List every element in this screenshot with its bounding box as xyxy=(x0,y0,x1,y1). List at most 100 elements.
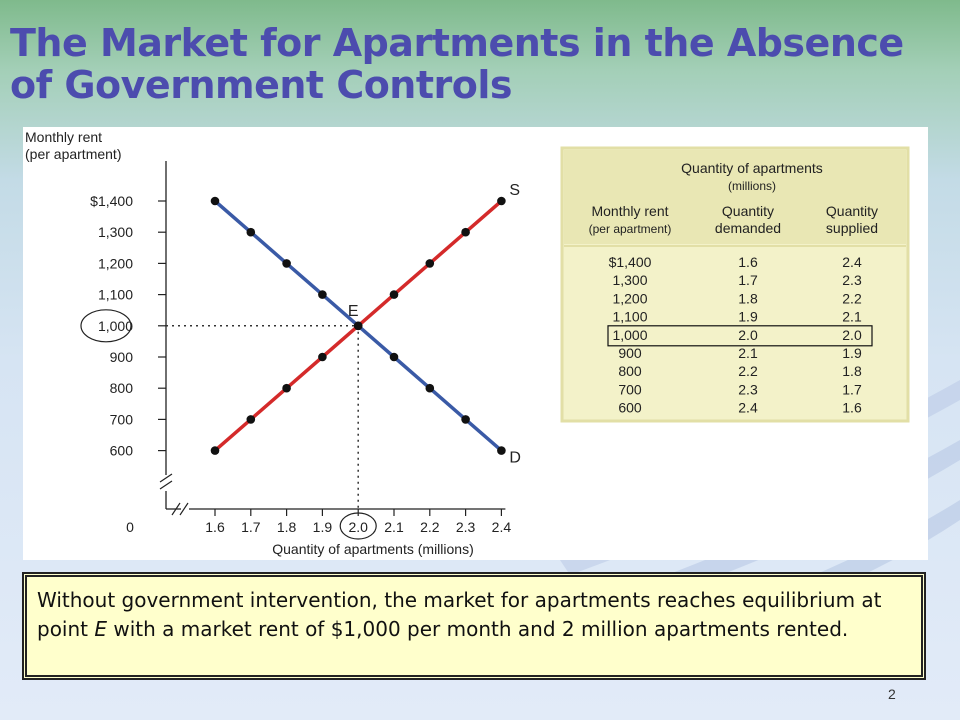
table-cell: 1.9 xyxy=(738,309,758,325)
table-cell: 700 xyxy=(618,381,642,397)
table-header-band xyxy=(564,150,906,244)
table-row: 700 2.3 1.7 xyxy=(618,381,862,397)
x-tick-label: 2.3 xyxy=(456,519,476,535)
table-cell: 2.3 xyxy=(842,272,862,288)
slide-title-line1: The Market for Apartments in the Absence xyxy=(10,21,904,65)
supply-point xyxy=(461,227,470,237)
table-cell: 2.4 xyxy=(738,400,758,416)
supply-point xyxy=(318,352,327,362)
table-cell: 1.6 xyxy=(842,400,862,416)
y-tick-label: 800 xyxy=(110,380,134,396)
x-tick-label: 2.4 xyxy=(492,519,512,535)
table-row: 800 2.2 1.8 xyxy=(618,363,862,379)
table-cell: 1.8 xyxy=(738,290,758,306)
y-tick-label: 1,000 xyxy=(98,318,133,334)
x-tick-label: 1.8 xyxy=(277,519,297,535)
table-cell: 1,200 xyxy=(612,290,647,306)
table-cell: 2.0 xyxy=(842,327,862,343)
x-tick-highlight-circle xyxy=(339,512,377,540)
demand-point xyxy=(425,383,435,393)
table-cell: 1.8 xyxy=(842,363,862,379)
demand-point xyxy=(461,415,470,424)
y-axis-title-line2: (per apartment) xyxy=(25,146,121,162)
slide-title: The Market for Apartments in the Absence… xyxy=(10,22,950,106)
x-tick-label: 1.9 xyxy=(313,519,333,535)
caption-box: Without government intervention, the mar… xyxy=(22,572,926,680)
page-number: 2 xyxy=(888,686,896,702)
axes: 600 700 800 900 1,000 1,100 1,200 1,300 $1,400 1.… xyxy=(80,161,512,540)
x-tick-label: 2.1 xyxy=(384,519,404,535)
table-col-demanded-line2: demanded xyxy=(715,220,781,236)
table-cell: 2.3 xyxy=(738,381,758,397)
table-cell: 600 xyxy=(618,400,642,416)
supply-point xyxy=(210,446,220,455)
table-row: 1,100 1.9 2.1 xyxy=(612,309,861,325)
y-tick-label: $1,400 xyxy=(90,193,133,209)
caption-text-2: with a market rent of $1,000 per month a… xyxy=(107,617,849,641)
equilibrium-label: E xyxy=(348,303,359,320)
equilibrium-guides xyxy=(166,325,359,509)
supply-point xyxy=(497,196,506,206)
table-cell: 1,100 xyxy=(612,309,647,325)
table-col-supplied-line2: supplied xyxy=(826,220,878,236)
table-cell: $1,400 xyxy=(609,254,652,270)
x-tick-label: 1.7 xyxy=(241,519,261,535)
demand-point xyxy=(318,290,327,299)
table-cell: 1.7 xyxy=(842,381,862,397)
y-tick-label: 700 xyxy=(110,411,134,427)
demand-point xyxy=(210,196,220,206)
table-cell: 800 xyxy=(618,363,642,379)
table-cell: 2.2 xyxy=(842,290,862,306)
schedule-table: Quantity of apartments (millions) Monthl… xyxy=(560,146,910,423)
table-cell: 2.4 xyxy=(842,254,862,270)
caption-text-1: Without government intervention, the mar… xyxy=(37,588,882,641)
table-row: $1,400 1.6 2.4 xyxy=(609,254,862,270)
x-axis-break-mark xyxy=(171,502,189,516)
table-cell: 2.1 xyxy=(738,345,758,361)
table-highlight-box xyxy=(607,325,873,347)
supply-point xyxy=(246,415,256,424)
table-cell: 2.2 xyxy=(738,363,758,379)
x-tick-label: 1.6 xyxy=(205,519,225,535)
demand-point xyxy=(389,352,399,362)
x-axis-title: Quantity of apartments (millions) xyxy=(272,541,474,557)
y-tick-label: 1,300 xyxy=(98,224,133,240)
y-axis-title-line1: Monthly rent xyxy=(25,129,102,145)
demand-label: D xyxy=(509,450,521,467)
table-row: 1,000 2.0 2.0 xyxy=(607,325,873,347)
table-col-demanded-line1: Quantity xyxy=(722,203,774,219)
table-cell: 1,000 xyxy=(612,327,647,343)
y-tick-label: 1,200 xyxy=(98,255,133,271)
table-row: 1,300 1.7 2.3 xyxy=(612,272,861,288)
curves xyxy=(210,196,506,455)
supply-point xyxy=(389,290,399,299)
y-tick-highlight-circle xyxy=(80,309,132,343)
table-group-subheader: (millions) xyxy=(728,179,776,193)
table-col-rent-line1: Monthly rent xyxy=(591,203,668,219)
table-cell: 2.1 xyxy=(842,309,862,325)
slide-title-line2: of Government Controls xyxy=(10,63,513,107)
demand-point xyxy=(246,227,256,237)
supply-point xyxy=(353,321,363,331)
supply-point xyxy=(282,383,291,393)
table-row: 900 2.1 1.9 xyxy=(618,345,862,361)
table-cell: 900 xyxy=(618,345,642,361)
table-cell: 1.6 xyxy=(738,254,758,270)
table-col-rent-line2: (per apartment) xyxy=(589,222,672,236)
figure-panel: Monthly rent (per apartment) Quantity of… xyxy=(23,127,928,560)
demand-point xyxy=(282,259,291,268)
chart-labels: D S E xyxy=(348,182,521,467)
y-tick-label: 900 xyxy=(110,349,134,365)
caption-point-label: E xyxy=(94,617,108,641)
supply-label: S xyxy=(509,182,520,199)
table-cell: 2.0 xyxy=(738,327,758,343)
supply-point xyxy=(425,259,435,268)
x-tick-label: 2.0 xyxy=(348,519,368,535)
table-row: 600 2.4 1.6 xyxy=(618,400,862,416)
table-cell: 1,300 xyxy=(612,272,647,288)
table-cell: 1.7 xyxy=(738,272,758,288)
y-tick-label: 1,100 xyxy=(98,287,133,303)
table-group-header: Quantity of apartments xyxy=(681,160,823,176)
market-chart: Monthly rent (per apartment) Quantity of… xyxy=(25,129,910,557)
table-body: $1,400 1.6 2.41,300 1.7 2.31,200 1.8 2.21,100 1… xyxy=(564,245,906,416)
